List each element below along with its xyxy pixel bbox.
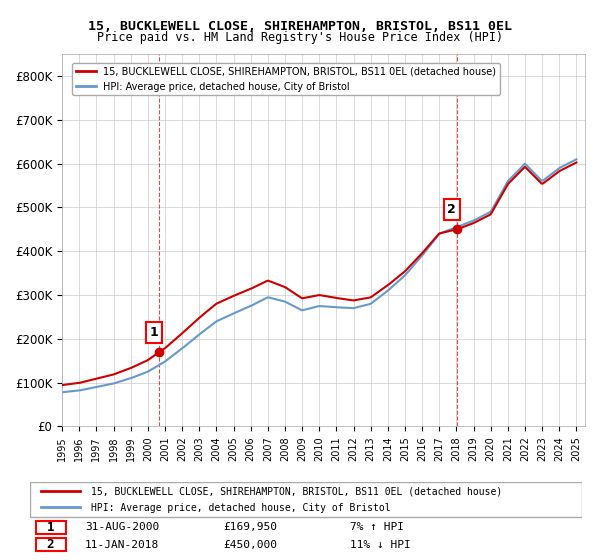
Text: 1: 1 [47,521,54,534]
Text: 1: 1 [150,326,158,339]
Text: 7% ↑ HPI: 7% ↑ HPI [350,522,404,533]
Text: Price paid vs. HM Land Registry's House Price Index (HPI): Price paid vs. HM Land Registry's House … [97,31,503,44]
Text: 2: 2 [47,538,54,551]
Bar [30,482,582,517]
Text: 11-JAN-2018: 11-JAN-2018 [85,540,160,550]
Bar [35,521,66,534]
Text: 31-AUG-2000: 31-AUG-2000 [85,522,160,533]
Text: £450,000: £450,000 [223,540,277,550]
Text: 15, BUCKLEWELL CLOSE, SHIREHAMPTON, BRISTOL, BS11 0EL: 15, BUCKLEWELL CLOSE, SHIREHAMPTON, BRIS… [88,20,512,32]
Text: 2: 2 [448,203,456,216]
Text: £169,950: £169,950 [223,522,277,533]
Text: 15, BUCKLEWELL CLOSE, SHIREHAMPTON, BRISTOL, BS11 0EL (detached house): 15, BUCKLEWELL CLOSE, SHIREHAMPTON, BRIS… [91,487,502,497]
Legend: 15, BUCKLEWELL CLOSE, SHIREHAMPTON, BRISTOL, BS11 0EL (detached house), HPI: Ave: 15, BUCKLEWELL CLOSE, SHIREHAMPTON, BRIS… [72,63,500,95]
Text: HPI: Average price, detached house, City of Bristol: HPI: Average price, detached house, City… [91,503,391,514]
Bar [35,538,66,552]
Text: 11% ↓ HPI: 11% ↓ HPI [350,540,411,550]
